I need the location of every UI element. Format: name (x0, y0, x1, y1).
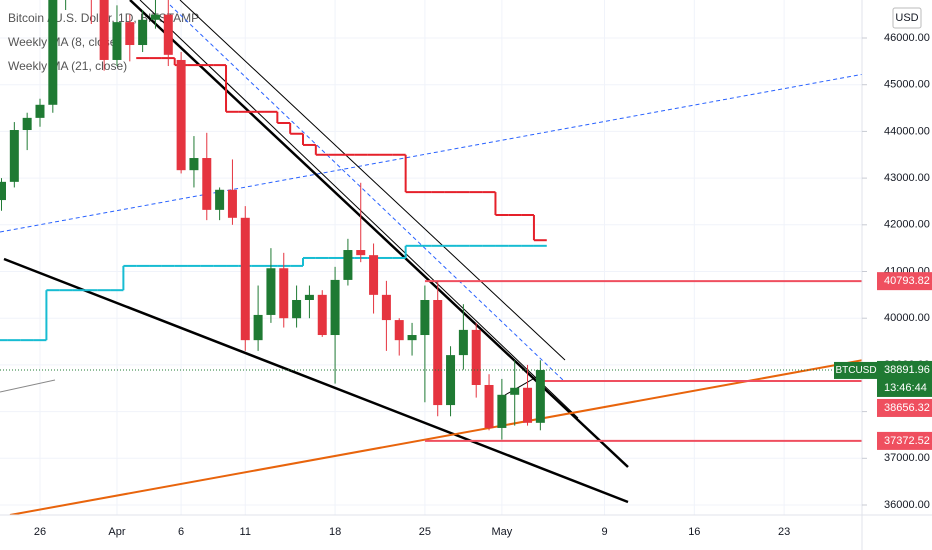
candle-body (240, 217, 250, 341)
price-line-box (877, 272, 932, 291)
x-tick-label: Apr (108, 526, 125, 538)
x-tick-label: May (491, 526, 512, 538)
x-tick-label: 11 (240, 526, 251, 538)
last-price-label: 38891.96 (884, 364, 930, 376)
candle-body (202, 158, 212, 210)
price-line-box (877, 431, 932, 450)
candle-body (253, 314, 263, 341)
candle-body (125, 22, 135, 46)
price-line-box (877, 398, 932, 417)
candle-body (35, 104, 45, 118)
candle-body (163, 14, 173, 55)
currency-box[interactable] (892, 7, 922, 29)
y-tick-label: 45000.00 (884, 79, 930, 91)
y-tick-label: 42000.00 (884, 219, 930, 231)
candle-body (420, 299, 430, 336)
candle-body (535, 369, 545, 423)
currency: USD (895, 12, 918, 24)
candle-body (279, 268, 289, 319)
candle-body (471, 329, 481, 385)
y-tick-label: 43000.00 (884, 172, 930, 184)
candle-body (189, 158, 199, 171)
y-tick-label: 44000.00 (884, 125, 930, 137)
candle-body (433, 299, 443, 406)
candle-body (381, 294, 391, 321)
trend-line (3, 257, 629, 504)
y-tick-label: 40000.00 (884, 312, 930, 324)
countdown: 13:46:44 (884, 382, 927, 394)
candle-body (0, 181, 6, 201)
candle-body (394, 320, 404, 341)
candle-body (176, 59, 186, 171)
trend-line (139, 0, 579, 419)
candle-body (523, 387, 533, 423)
candle-body (317, 294, 327, 336)
candle-body (458, 329, 468, 356)
y-tick-label: 37000.00 (884, 452, 930, 464)
candle-body (150, 14, 160, 20)
candle-body (510, 387, 520, 395)
legend-entry: Weekly MA (8, close) (8, 35, 120, 49)
candle-body (99, 0, 109, 60)
x-tick-label: 25 (419, 526, 431, 538)
candle-body (215, 189, 225, 210)
candle-body (343, 250, 353, 280)
candle-body (304, 294, 314, 300)
candle-body (497, 394, 507, 428)
x-tick-label: 16 (688, 526, 700, 538)
candle-body (9, 130, 19, 182)
price-line-label: 37372.52 (884, 435, 930, 447)
y-tick-label: 46000.00 (884, 32, 930, 44)
candle-body (138, 19, 148, 46)
trend-line (9, 359, 862, 515)
trend-line (0, 379, 56, 393)
x-tick-label: 23 (778, 526, 790, 538)
candle-body (227, 189, 237, 218)
x-tick-label: 18 (329, 526, 341, 538)
candle-body (369, 255, 379, 295)
candle-body (356, 250, 366, 256)
candle-body (446, 355, 456, 406)
candle-body (330, 279, 340, 336)
trend-line (169, 4, 566, 383)
symbol-box (834, 361, 878, 379)
price-line-label: 40793.82 (884, 275, 930, 287)
candle-body (484, 384, 494, 428)
legend-entry: Weekly MA (21, close) (8, 59, 127, 73)
candle-body (292, 299, 302, 319)
trend-line (0, 73, 862, 233)
candle-body (407, 335, 417, 341)
y-tick-label: 36000.00 (884, 499, 930, 511)
x-tick-label: 9 (601, 526, 607, 538)
candle-body (48, 0, 58, 105)
candle-body (22, 117, 32, 131)
plot-area (0, 0, 862, 515)
candle-body (266, 268, 276, 315)
x-tick-label: 26 (34, 526, 46, 538)
last-price-box (877, 360, 932, 397)
price-line-label: 38656.32 (884, 402, 930, 414)
x-tick-label: 6 (178, 526, 184, 538)
symbol-label: BTCUSD (835, 365, 876, 376)
trend-line (129, 0, 629, 468)
trend-line (179, 0, 566, 361)
candle-body (112, 22, 122, 60)
